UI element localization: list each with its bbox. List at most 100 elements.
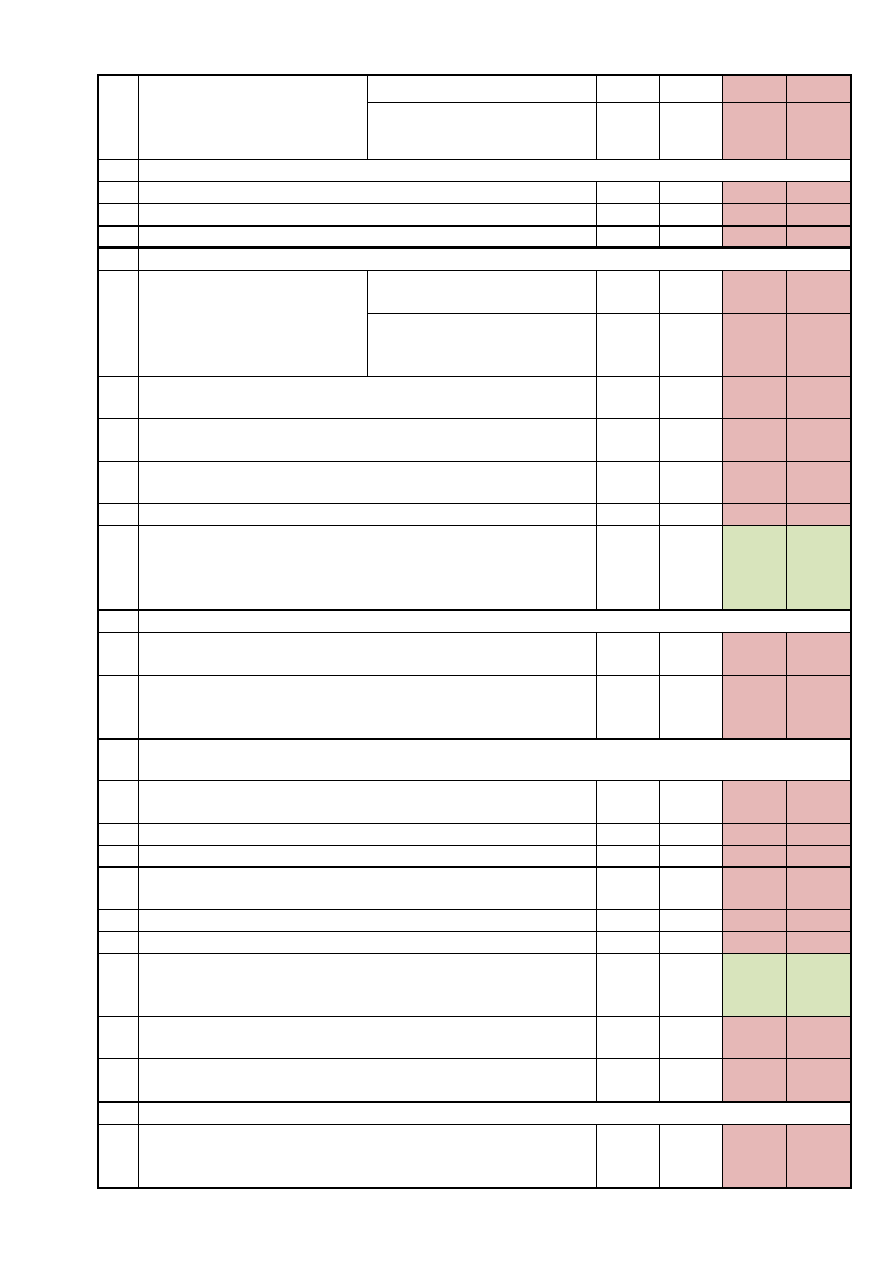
value-cell (659, 525, 723, 610)
value-cell (596, 866, 660, 910)
status-cell-red (786, 181, 852, 204)
sub-description-cell (367, 313, 597, 377)
value-cell (659, 418, 723, 462)
status-cell-red (786, 909, 852, 932)
description-cell (138, 632, 597, 676)
value-cell (596, 909, 660, 932)
value-cell (596, 931, 660, 954)
status-cell-red (722, 823, 787, 846)
row-number-cell (98, 203, 139, 226)
status-cell-green (722, 953, 787, 1017)
description-cell (138, 675, 597, 739)
row-number-cell (98, 418, 139, 462)
row-number-cell (98, 248, 139, 271)
row-number-cell (98, 270, 139, 377)
value-cell (596, 270, 660, 314)
row-number-cell (98, 1058, 139, 1102)
status-cell-red (786, 845, 852, 867)
description-cell (138, 525, 597, 610)
value-cell (596, 632, 660, 676)
value-cell (659, 461, 723, 504)
status-cell-red (722, 909, 787, 932)
description-cell (138, 909, 597, 932)
status-cell-red (786, 75, 852, 103)
row-number-cell (98, 503, 139, 526)
description-cell (138, 203, 597, 226)
section-header-cell (138, 248, 852, 271)
value-cell (596, 503, 660, 526)
description-cell (138, 75, 368, 160)
status-cell-red (786, 418, 852, 462)
value-cell (596, 461, 660, 504)
status-cell-red (722, 461, 787, 504)
value-cell (596, 675, 660, 739)
value-cell (659, 866, 723, 910)
status-cell-red (786, 1058, 852, 1102)
description-cell (138, 953, 597, 1017)
description-cell (138, 503, 597, 526)
value-cell (659, 203, 723, 226)
row-number-cell (98, 461, 139, 504)
status-cell-red (786, 503, 852, 526)
section-header-cell (138, 738, 852, 781)
row-number-cell (98, 931, 139, 954)
status-cell-red (722, 75, 787, 103)
status-cell-red (722, 203, 787, 226)
value-cell (659, 313, 723, 377)
status-cell-red (722, 1058, 787, 1102)
status-cell-red (722, 418, 787, 462)
status-cell-red (722, 866, 787, 910)
description-cell (138, 181, 597, 204)
status-cell-red (786, 866, 852, 910)
row-number-cell (98, 738, 139, 781)
value-cell (659, 823, 723, 846)
row-number-cell (98, 376, 139, 419)
status-cell-red (786, 1016, 852, 1059)
sub-description-cell (367, 102, 597, 160)
status-cell-red (722, 102, 787, 160)
row-number-cell (98, 675, 139, 739)
value-cell (659, 75, 723, 103)
status-cell-red (722, 675, 787, 739)
value-cell (596, 203, 660, 226)
status-cell-red (786, 313, 852, 377)
status-cell-red (786, 203, 852, 226)
row-number-cell (98, 866, 139, 910)
value-cell (659, 909, 723, 932)
sub-description-cell (367, 75, 597, 103)
section-divider (97, 609, 852, 611)
value-cell (596, 376, 660, 419)
description-cell (138, 225, 597, 249)
section-header-cell (138, 609, 852, 633)
value-cell (596, 780, 660, 824)
status-cell-red (786, 102, 852, 160)
row-number-cell (98, 953, 139, 1017)
value-cell (659, 1016, 723, 1059)
status-cell-red (786, 461, 852, 504)
value-cell (659, 376, 723, 419)
value-cell (596, 953, 660, 1017)
row-number-cell (98, 75, 139, 160)
description-cell (138, 823, 597, 846)
row-number-cell (98, 181, 139, 204)
description-cell (138, 931, 597, 954)
value-cell (596, 1016, 660, 1059)
status-cell-red (786, 632, 852, 676)
status-cell-red (722, 1016, 787, 1059)
value-cell (596, 418, 660, 462)
status-cell-red (786, 270, 852, 314)
row-number-cell (98, 1016, 139, 1059)
description-cell (138, 780, 597, 824)
status-cell-red (786, 1124, 852, 1189)
value-cell (596, 1058, 660, 1102)
row-number-cell (98, 632, 139, 676)
row-number-cell (98, 609, 139, 633)
description-cell (138, 1124, 597, 1189)
status-cell-red (722, 181, 787, 204)
value-cell (596, 823, 660, 846)
status-cell-red (786, 780, 852, 824)
value-cell (659, 1124, 723, 1189)
value-cell (596, 102, 660, 160)
value-cell (596, 525, 660, 610)
